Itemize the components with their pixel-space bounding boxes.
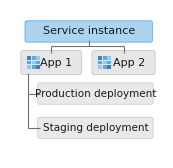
FancyBboxPatch shape bbox=[92, 51, 155, 74]
Bar bbox=[32, 61, 36, 65]
Bar bbox=[103, 65, 107, 69]
Text: App 2: App 2 bbox=[113, 57, 145, 68]
Bar bbox=[32, 56, 36, 60]
Bar bbox=[98, 56, 102, 60]
Text: App 1: App 1 bbox=[40, 57, 72, 68]
Bar bbox=[98, 65, 102, 69]
FancyBboxPatch shape bbox=[25, 21, 152, 42]
Bar bbox=[36, 61, 40, 65]
Bar bbox=[32, 65, 36, 69]
Bar bbox=[27, 65, 31, 69]
Text: Production deployment: Production deployment bbox=[35, 89, 156, 99]
Bar bbox=[107, 61, 111, 65]
Bar bbox=[107, 56, 111, 60]
FancyBboxPatch shape bbox=[38, 83, 153, 104]
FancyBboxPatch shape bbox=[21, 51, 81, 74]
Bar bbox=[27, 56, 31, 60]
Bar bbox=[107, 65, 111, 69]
Bar bbox=[27, 61, 31, 65]
Text: Service instance: Service instance bbox=[43, 27, 135, 36]
Bar bbox=[36, 56, 40, 60]
Bar bbox=[103, 56, 107, 60]
Bar bbox=[103, 61, 107, 65]
Bar bbox=[36, 65, 40, 69]
FancyBboxPatch shape bbox=[38, 117, 153, 139]
Bar bbox=[98, 61, 102, 65]
Text: Staging deployment: Staging deployment bbox=[43, 123, 148, 133]
